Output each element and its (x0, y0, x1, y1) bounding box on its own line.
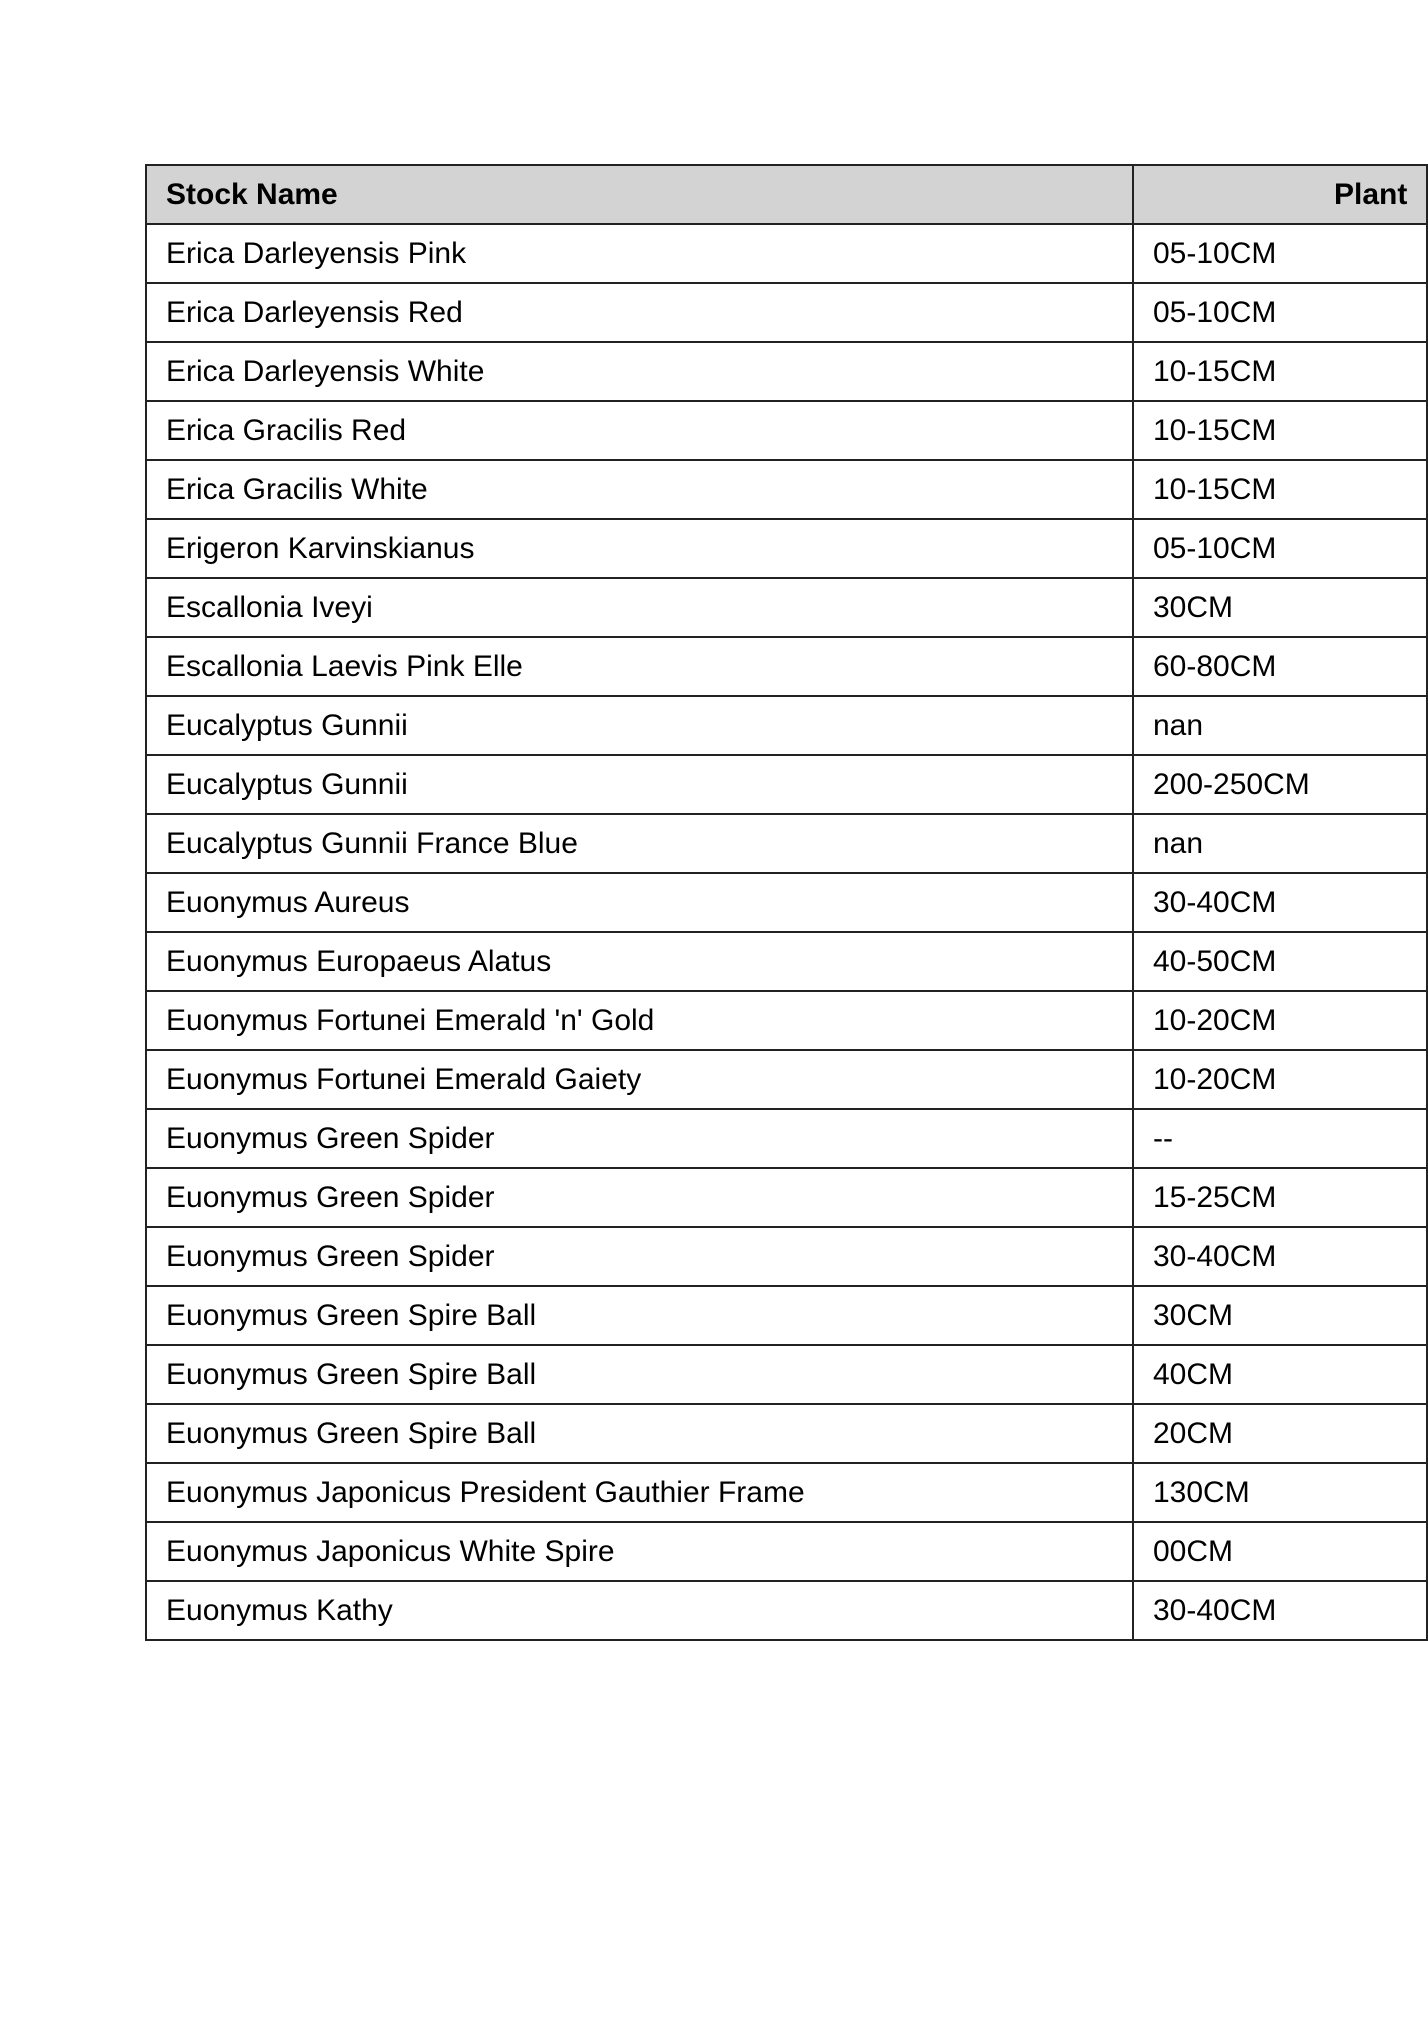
header-plant: Plant (1132, 164, 1428, 225)
cell-plant: -- (1132, 1108, 1428, 1169)
cell-plant: 30CM (1132, 1285, 1428, 1346)
cell-plant: 10-20CM (1132, 990, 1428, 1051)
cell-stock-name: Eucalyptus Gunnii (145, 695, 1134, 756)
cell-plant: nan (1132, 695, 1428, 756)
cell-plant: 30-40CM (1132, 872, 1428, 933)
cell-plant: 10-15CM (1132, 459, 1428, 520)
table-row: Erigeron Karvinskianus 05-10CM (145, 518, 1428, 579)
cell-stock-name: Escallonia Laevis Pink Elle (145, 636, 1134, 697)
table-row: Euonymus Green Spider 30-40CM (145, 1226, 1428, 1287)
cell-plant: 10-15CM (1132, 341, 1428, 402)
table-row: Erica Darleyensis Red 05-10CM (145, 282, 1428, 343)
cell-stock-name: Euonymus Green Spire Ball (145, 1285, 1134, 1346)
cell-stock-name: Erica Darleyensis Pink (145, 223, 1134, 284)
table-row: Euonymus Green Spire Ball 20CM (145, 1403, 1428, 1464)
cell-stock-name: Euonymus Green Spider (145, 1226, 1134, 1287)
table-row: Euonymus Japonicus President Gauthier Fr… (145, 1462, 1428, 1523)
cell-stock-name: Escallonia Iveyi (145, 577, 1134, 638)
cell-plant: 30CM (1132, 577, 1428, 638)
table-row: Euonymus Green Spire Ball 40CM (145, 1344, 1428, 1405)
table-row: Escallonia Iveyi 30CM (145, 577, 1428, 638)
cell-plant: 40CM (1132, 1344, 1428, 1405)
table-row: Eucalyptus Gunnii 200-250CM (145, 754, 1428, 815)
cell-plant: nan (1132, 813, 1428, 874)
table-row: Euonymus Kathy 30-40CM (145, 1580, 1428, 1641)
cell-stock-name: Eucalyptus Gunnii France Blue (145, 813, 1134, 874)
cell-stock-name: Euonymus Fortunei Emerald Gaiety (145, 1049, 1134, 1110)
cell-stock-name: Euonymus Green Spider (145, 1167, 1134, 1228)
cell-plant: 00CM (1132, 1521, 1428, 1582)
table-row: Euonymus Japonicus White Spire 00CM (145, 1521, 1428, 1582)
cell-plant: 15-25CM (1132, 1167, 1428, 1228)
cell-stock-name: Euonymus Europaeus Alatus (145, 931, 1134, 992)
cell-plant: 30-40CM (1132, 1226, 1428, 1287)
cell-stock-name: Euonymus Aureus (145, 872, 1134, 933)
cell-stock-name: Erigeron Karvinskianus (145, 518, 1134, 579)
table-row: Euonymus Fortunei Emerald 'n' Gold 10-20C… (145, 990, 1428, 1051)
cell-plant: 20CM (1132, 1403, 1428, 1464)
table-row: Erica Darleyensis White 10-15CM (145, 341, 1428, 402)
cell-stock-name: Eucalyptus Gunnii (145, 754, 1134, 815)
table-row: Euonymus Green Spider 15-25CM (145, 1167, 1428, 1228)
cell-plant: 200-250CM (1132, 754, 1428, 815)
cell-stock-name: Euonymus Japonicus White Spire (145, 1521, 1134, 1582)
table-header-row: Stock Name Plant (145, 164, 1428, 225)
stock-table: Stock Name Plant Erica Darleyensis Pink 0… (145, 164, 1428, 1641)
table-row: Euonymus Fortunei Emerald Gaiety 10-20CM (145, 1049, 1428, 1110)
table-row: Euonymus Green Spire Ball 30CM (145, 1285, 1428, 1346)
table-row: Eucalyptus Gunnii nan (145, 695, 1428, 756)
table-row: Eucalyptus Gunnii France Blue nan (145, 813, 1428, 874)
cell-plant: 10-20CM (1132, 1049, 1428, 1110)
cell-stock-name: Euonymus Kathy (145, 1580, 1134, 1641)
cell-stock-name: Erica Darleyensis White (145, 341, 1134, 402)
cell-stock-name: Euonymus Green Spire Ball (145, 1403, 1134, 1464)
table-row: Escallonia Laevis Pink Elle 60-80CM (145, 636, 1428, 697)
cell-stock-name: Euonymus Japonicus President Gauthier Fr… (145, 1462, 1134, 1523)
cell-stock-name: Euonymus Green Spire Ball (145, 1344, 1134, 1405)
cell-plant: 05-10CM (1132, 518, 1428, 579)
table-body: Erica Darleyensis Pink 05-10CM Erica Darle… (145, 223, 1428, 1641)
cell-plant: 60-80CM (1132, 636, 1428, 697)
header-stock-name: Stock Name (145, 164, 1134, 225)
table-row: Erica Gracilis White 10-15CM (145, 459, 1428, 520)
cell-stock-name: Euonymus Fortunei Emerald 'n' Gold (145, 990, 1134, 1051)
cell-stock-name: Erica Darleyensis Red (145, 282, 1134, 343)
cell-stock-name: Euonymus Green Spider (145, 1108, 1134, 1169)
cell-plant: 05-10CM (1132, 223, 1428, 284)
cell-stock-name: Erica Gracilis Red (145, 400, 1134, 461)
table-row: Euonymus Europaeus Alatus 40-50CM (145, 931, 1428, 992)
table-row: Erica Darleyensis Pink 05-10CM (145, 223, 1428, 284)
table-row: Euonymus Green Spider -- (145, 1108, 1428, 1169)
cell-plant: 40-50CM (1132, 931, 1428, 992)
cell-plant: 10-15CM (1132, 400, 1428, 461)
cell-plant: 05-10CM (1132, 282, 1428, 343)
cell-plant: 130CM (1132, 1462, 1428, 1523)
table-row: Erica Gracilis Red 10-15CM (145, 400, 1428, 461)
cell-stock-name: Erica Gracilis White (145, 459, 1134, 520)
table-row: Euonymus Aureus 30-40CM (145, 872, 1428, 933)
cell-plant: 30-40CM (1132, 1580, 1428, 1641)
